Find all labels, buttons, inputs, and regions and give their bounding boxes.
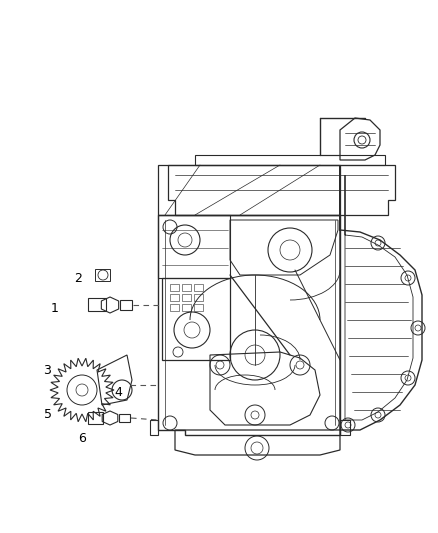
- Text: 6: 6: [78, 432, 86, 445]
- Text: 5: 5: [44, 408, 52, 422]
- Text: 3: 3: [43, 364, 51, 376]
- Text: 4: 4: [114, 386, 122, 400]
- Text: 2: 2: [74, 271, 82, 285]
- Text: 1: 1: [51, 302, 59, 314]
